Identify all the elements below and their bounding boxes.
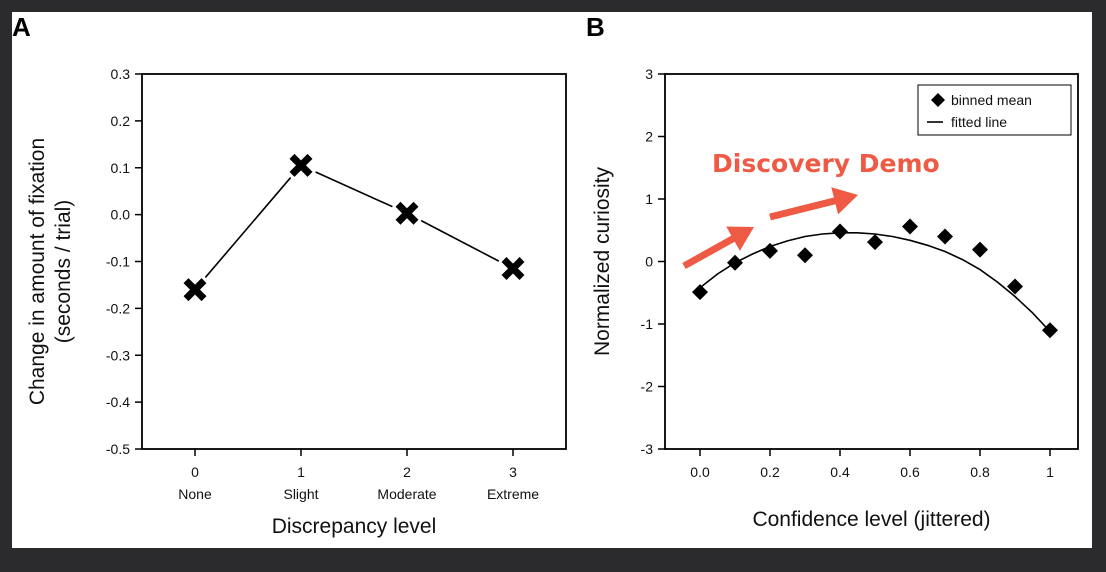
- chart-b-binned-mean-point: [832, 223, 848, 240]
- chart-a-x-axis: 0 None 1 Slight 2 Moderate 3 Extreme: [178, 449, 539, 502]
- chart-a-y-tick-label: 0.2: [111, 113, 131, 129]
- chart-b-binned-mean-point: [727, 254, 743, 271]
- chart-b-y-tick-label: -2: [641, 379, 654, 395]
- chart-a-y-tick-label: -0.5: [106, 441, 130, 457]
- panel-label-a: A: [12, 12, 31, 42]
- chart-a: 0.3 0.2 0.1 0.0 -0.1 -0.2 -0.3 -0.4 -0.5 0 None 1 S…: [26, 66, 567, 538]
- chart-a-y-tick-label: 0.0: [111, 207, 131, 223]
- chart-a-line-segment: [204, 177, 292, 278]
- chart-b-binned-mean-point: [937, 228, 953, 245]
- figure-frame: A B 0.3 0.2 0.1 0.0 -0.1 -0.2 -0.3 -0.4 -0.5 0 No…: [12, 12, 1092, 548]
- chart-a-x-tick-label: 1: [297, 464, 305, 480]
- chart-b-binned-mean-point: [902, 218, 918, 235]
- chart-b-binned-mean-point: [1042, 322, 1058, 339]
- chart-a-x-marker: [395, 201, 419, 225]
- chart-b-x-tick-label: 1: [1046, 464, 1054, 480]
- chart-b-binned-mean-point: [972, 241, 988, 258]
- chart-b-x-tick-label: 0.4: [830, 464, 850, 480]
- chart-b-x-tick-label: 0.8: [970, 464, 990, 480]
- chart-b-y-tick-label: 3: [645, 66, 653, 82]
- chart-b-binned-mean-point: [1007, 278, 1023, 295]
- chart-a-y-axis-title-line1: Change in amount of fixation: [26, 138, 49, 405]
- chart-b-y-tick-label: -3: [641, 441, 654, 457]
- chart-b-y-tick-label: 2: [645, 129, 653, 145]
- chart-b-y-axis-title: Normalized curiosity: [591, 166, 614, 356]
- chart-a-y-tick-label: 0.3: [111, 66, 131, 82]
- chart-a-line-segment: [420, 219, 500, 262]
- chart-b-legend: binned mean fitted line: [917, 84, 1072, 136]
- annotation-arrow-1-head: [726, 226, 754, 251]
- chart-b-fitted-line: [699, 232, 1051, 333]
- chart-a-x-category-label: None: [178, 486, 212, 502]
- discovery-annotation: Discovery Demo: [682, 149, 940, 270]
- chart-a-x-category-label: Extreme: [487, 486, 539, 502]
- chart-a-line-segment: [315, 171, 393, 208]
- chart-a-x-category-label: Slight: [283, 486, 318, 502]
- chart-b-x-tick-label: 0.2: [760, 464, 780, 480]
- chart-b-legend-box: [917, 84, 1072, 136]
- annotation-arrow-2-head: [831, 187, 858, 215]
- chart-a-x-marker: [183, 278, 207, 302]
- chart-b-binned-mean-point: [692, 284, 708, 301]
- chart-a-x-marker: [501, 257, 525, 281]
- chart-a-y-tick-label: -0.4: [106, 394, 130, 410]
- chart-a-y-tick-label: -0.2: [106, 300, 130, 316]
- chart-b-binned-mean-point: [867, 234, 883, 251]
- chart-a-x-tick-label: 0: [191, 464, 199, 480]
- annotation-arrow-2: [769, 196, 838, 221]
- chart-b: 3 2 1 0 -1 -2 -3 0.0 0.2 0.4 0.6 0.8 1 Confidence l…: [591, 66, 1079, 531]
- chart-b-y-tick-label: 0: [645, 254, 653, 270]
- figure-canvas: A B 0.3 0.2 0.1 0.0 -0.1 -0.2 -0.3 -0.4 -0.5 0 No…: [12, 12, 1079, 538]
- chart-a-x-category-label: Moderate: [377, 486, 436, 502]
- chart-a-x-marker: [289, 153, 313, 177]
- chart-a-y-axis: 0.3 0.2 0.1 0.0 -0.1 -0.2 -0.3 -0.4 -0.5: [106, 66, 142, 457]
- chart-a-x-axis-title: Discrepancy level: [272, 515, 437, 538]
- legend-entry-binned-mean: binned mean: [951, 92, 1032, 108]
- chart-b-x-axis-title: Confidence level (jittered): [752, 508, 990, 531]
- chart-b-binned-mean-point: [762, 242, 778, 259]
- legend-diamond-icon: [931, 93, 945, 107]
- annotation-text: Discovery Demo: [712, 149, 940, 178]
- chart-a-y-tick-label: -0.3: [106, 347, 130, 363]
- chart-b-x-axis: 0.0 0.2 0.4 0.6 0.8 1: [690, 449, 1054, 480]
- chart-b-x-tick-label: 0.0: [690, 464, 710, 480]
- annotation-arrow-1: [682, 234, 737, 270]
- chart-a-x-tick-label: 3: [509, 464, 517, 480]
- chart-b-y-tick-label: 1: [645, 191, 653, 207]
- chart-b-x-tick-label: 0.6: [900, 464, 920, 480]
- chart-b-binned-mean-point: [797, 247, 813, 264]
- chart-a-x-tick-label: 2: [403, 464, 411, 480]
- chart-a-y-tick-label: 0.1: [111, 160, 131, 176]
- chart-b-series: [692, 218, 1058, 339]
- chart-a-y-axis-title-line2: (seconds / trial): [52, 200, 75, 344]
- legend-entry-fitted-line: fitted line: [951, 114, 1007, 130]
- chart-b-y-tick-label: -1: [641, 316, 654, 332]
- chart-b-y-axis: 3 2 1 0 -1 -2 -3: [641, 66, 665, 457]
- chart-a-y-tick-label: -0.1: [106, 254, 130, 270]
- chart-a-series: [183, 153, 525, 302]
- panel-label-b: B: [586, 12, 605, 42]
